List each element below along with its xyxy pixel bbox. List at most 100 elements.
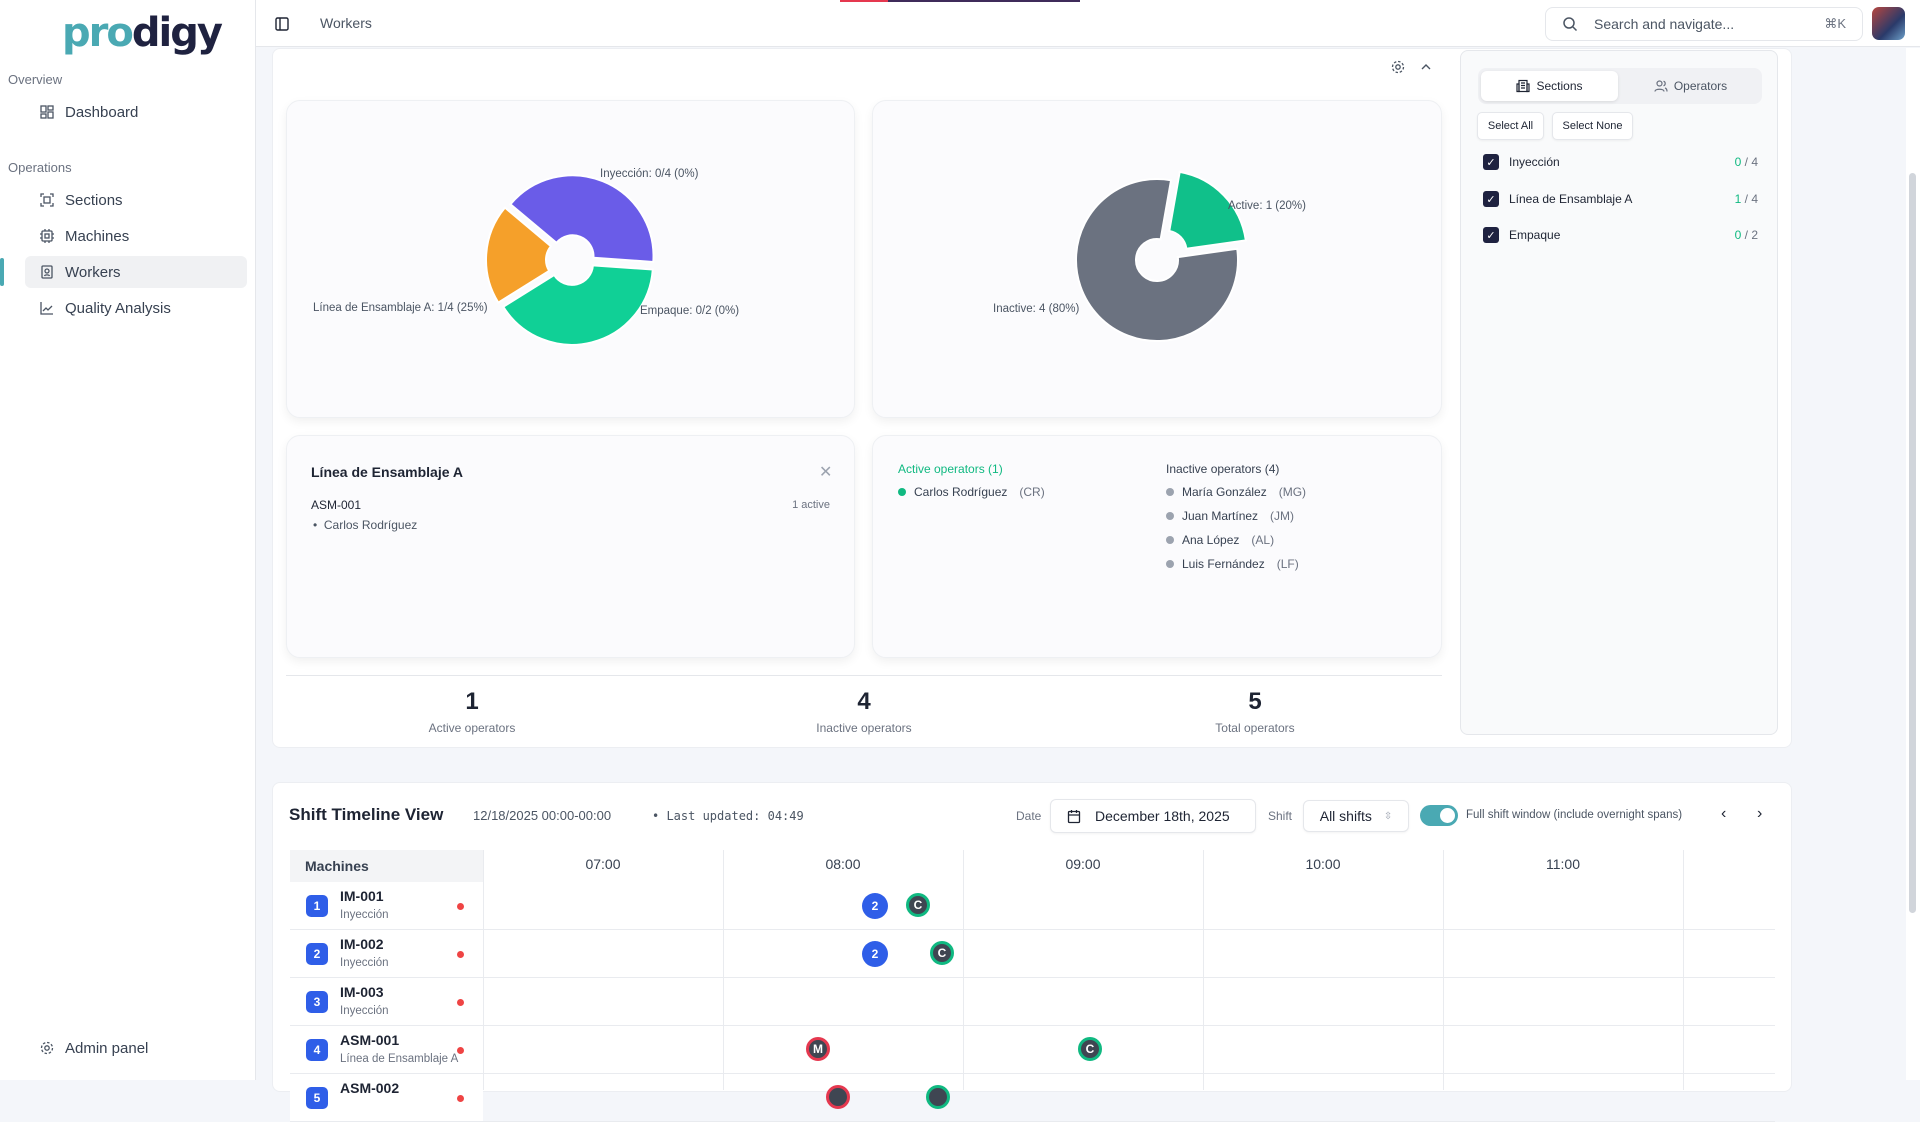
sidebar-item-label: Machines <box>65 227 130 245</box>
checkbox-checked[interactable]: ✓ <box>1483 191 1499 207</box>
machine-status-dot <box>457 1047 464 1054</box>
grid-row-line <box>483 977 1775 978</box>
checkbox-checked[interactable]: ✓ <box>1483 227 1499 243</box>
machine-row[interactable]: 4 ASM-001 Línea de Ensamblaje A <box>290 1026 483 1074</box>
machines-column-header: Machines <box>290 850 483 882</box>
operator-initials: (LF) <box>1276 557 1299 571</box>
avatar[interactable] <box>1872 7 1905 40</box>
machine-section: Línea de Ensamblaje A <box>340 1053 459 1065</box>
operator-name: Luis Fernández <box>1182 557 1265 571</box>
chevrons-up-down-icon: ⇳ <box>1383 810 1393 822</box>
timeline-event-marker[interactable]: C <box>1078 1037 1102 1061</box>
breadcrumb: Workers <box>320 15 372 31</box>
chart-line-icon <box>40 302 53 315</box>
timeline-event-marker[interactable] <box>826 1085 850 1109</box>
inactive-operator-item: María González (MG) <box>1166 480 1306 504</box>
timeline-event-marker[interactable]: M <box>806 1037 830 1061</box>
select-none-button[interactable]: Select None <box>1552 112 1633 140</box>
section-filter-linea[interactable]: ✓ Línea de Ensamblaje A 1 / 4 <box>1483 191 1758 207</box>
loading-bar <box>840 0 1080 2</box>
select-all-button[interactable]: Select All <box>1477 112 1544 140</box>
machine-row[interactable]: 1 IM-001 Inyección <box>290 882 483 930</box>
sidebar-group-overview: Overview <box>8 72 63 87</box>
machine-row[interactable]: 2 IM-002 Inyección <box>290 930 483 978</box>
tab-sections[interactable]: Sections <box>1481 71 1618 101</box>
machine-name: IM-003 <box>340 984 384 1000</box>
section-count: 0 / 4 <box>1734 155 1758 169</box>
close-icon[interactable]: ✕ <box>819 464 833 481</box>
operators-pie-chart[interactable] <box>873 101 1443 419</box>
machine-status-dot <box>457 1095 464 1102</box>
scrollbar-thumb[interactable] <box>1909 173 1916 913</box>
checkbox-checked[interactable]: ✓ <box>1483 154 1499 170</box>
settings-gear-icon[interactable] <box>1390 59 1406 75</box>
sidebar-item-label: Sections <box>65 191 123 209</box>
operator-name: Juan Martínez <box>1182 509 1259 523</box>
machine-row[interactable]: 3 IM-003 Inyección <box>290 978 483 1026</box>
operator-name: Ana López <box>1182 533 1240 547</box>
tab-operators[interactable]: Operators <box>1622 71 1759 101</box>
collapse-chevron-up-icon[interactable] <box>1420 61 1432 73</box>
sections-pie-card <box>286 100 855 418</box>
stat-inactive-label: Inactive operators <box>816 721 912 735</box>
prev-chevron-icon[interactable]: ‹ <box>1721 805 1727 822</box>
sidebar-item-quality-analysis[interactable]: Quality Analysis <box>25 292 247 324</box>
search-input[interactable]: Search and navigate... ⌘K <box>1545 7 1863 41</box>
timeline-event-marker[interactable]: C <box>930 941 954 965</box>
machine-section: Inyección <box>340 909 389 921</box>
machine-row[interactable]: 5 ASM-002 <box>290 1074 483 1122</box>
timeline-range: 12/18/2025 00:00-00:00 <box>473 808 612 823</box>
pie-label-active: Active: 1 (20%) <box>1228 200 1306 212</box>
date-value: December 18th, 2025 <box>1095 808 1230 824</box>
inactive-status-dot <box>1166 512 1174 520</box>
inactive-operators-title: Inactive operators (4) <box>1166 462 1280 476</box>
sidebar-item-sections[interactable]: Sections <box>25 184 247 216</box>
pie-slice-inactive[interactable] <box>1075 178 1239 342</box>
sidebar-item-machines[interactable]: Machines <box>25 220 247 252</box>
sidebar-group-operations: Operations <box>8 160 72 175</box>
machine-name: ASM-002 <box>340 1080 400 1096</box>
next-chevron-icon[interactable]: › <box>1757 805 1763 822</box>
timeline-event-marker[interactable]: 2 <box>862 893 888 919</box>
sidebar-item-label: Workers <box>65 263 121 281</box>
sidebar-item-admin-panel[interactable]: Admin panel <box>25 1032 247 1064</box>
section-count: 0 / 2 <box>1734 228 1758 242</box>
timeline-event-marker[interactable]: C <box>906 893 930 917</box>
section-filter-inyeccion[interactable]: ✓ Inyección 0 / 4 <box>1483 154 1758 170</box>
date-picker[interactable]: December 18th, 2025 <box>1050 799 1256 833</box>
inactive-operator-item: Juan Martínez (JM) <box>1166 504 1294 528</box>
grid-column-line <box>963 850 964 1090</box>
sidebar-item-dashboard[interactable]: Dashboard <box>25 96 247 128</box>
sections-pie-chart[interactable] <box>287 101 856 419</box>
sidebar-toggle-icon[interactable] <box>274 16 290 32</box>
pie-slice-inyecci-n[interactable] <box>509 174 655 264</box>
timeline-event-marker[interactable]: 2 <box>862 941 888 967</box>
pie-label-linea: Línea de Ensamblaje A: 1/4 (25%) <box>313 302 488 314</box>
active-indicator <box>0 258 4 286</box>
full-shift-toggle[interactable] <box>1420 805 1458 826</box>
machine-active-count: 1 active <box>792 499 830 511</box>
section-filter-empaque[interactable]: ✓ Empaque 0 / 2 <box>1483 227 1758 243</box>
machine-number-badge: 4 <box>306 1039 328 1061</box>
date-label: Date <box>1016 809 1042 823</box>
operators-pie-card <box>872 100 1442 418</box>
machine-number-badge: 1 <box>306 895 328 917</box>
pie-slice-l-nea-de-ensamblaje-a[interactable] <box>501 264 654 346</box>
shift-select[interactable]: All shifts ⇳ <box>1303 800 1409 832</box>
stat-total-label: Total operators <box>1215 721 1295 735</box>
timeline-event-marker[interactable] <box>926 1085 950 1109</box>
sidebar-item-workers[interactable]: Workers <box>25 256 247 288</box>
calendar-icon <box>1067 809 1081 823</box>
section-name: Empaque <box>1509 228 1561 242</box>
pie-label-inactive: Inactive: 4 (80%) <box>993 303 1080 315</box>
pie-slice-active[interactable] <box>1168 170 1247 250</box>
machine-status-dot <box>457 903 464 910</box>
pie-slice-empaque[interactable] <box>485 206 553 305</box>
dashboard-icon <box>40 105 54 119</box>
active-operator-item: Carlos Rodríguez (CR) <box>898 480 1045 504</box>
active-operators-title: Active operators (1) <box>898 462 1003 476</box>
page-scrollbar[interactable] <box>1906 48 1920 1080</box>
last-updated: • Last updated: 04:49 <box>652 809 804 823</box>
logo[interactable]: prodigy <box>62 10 223 56</box>
machine-status-dot <box>457 999 464 1006</box>
